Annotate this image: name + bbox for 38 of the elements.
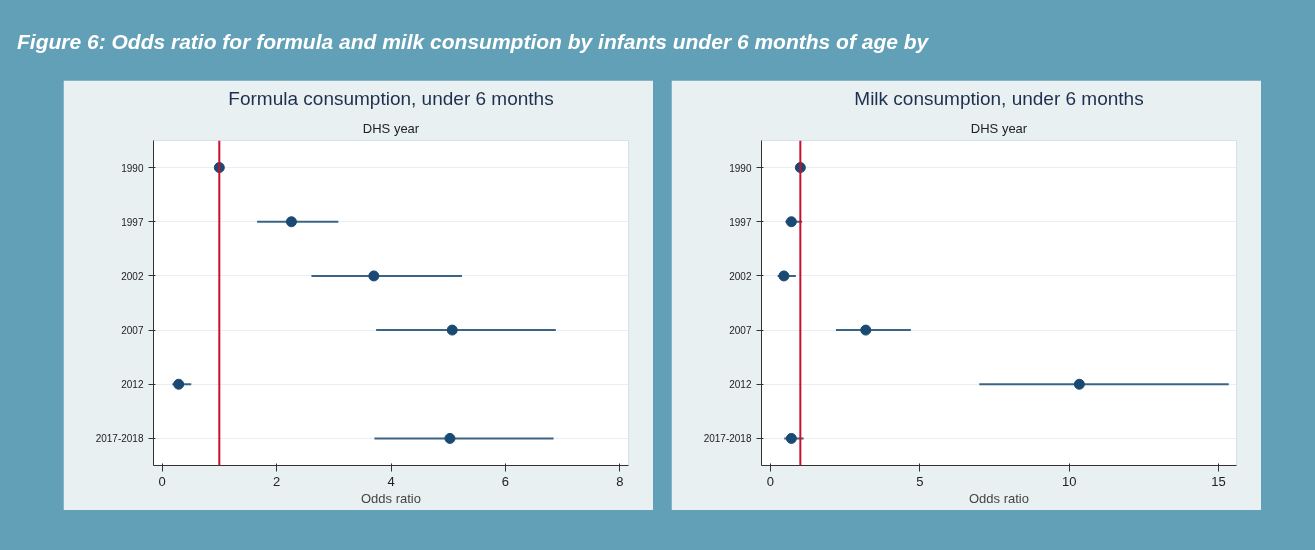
y-tick-label: 1990 [729,162,752,174]
x-tick-label: 0 [766,473,775,489]
point [173,378,185,390]
point [446,324,458,336]
y-tick-label: 2017-2018 [95,433,144,445]
point [285,216,297,228]
y-tick-label: 2007 [729,325,752,337]
y-tick-label: 2002 [729,270,752,282]
point [444,432,456,444]
chart-title: Milk consumption, under 6 months [854,87,1144,109]
x-tick-label: 15 [1211,473,1226,489]
x-tick-label: 8 [616,473,624,489]
x-axis-title: Odds ratio [969,490,1029,506]
x-tick-label: 5 [916,473,924,489]
x-axis-title: Odds ratio [361,490,421,506]
point [368,270,380,282]
x-tick-label: 4 [387,473,395,489]
y-tick-label: 1990 [121,162,144,174]
chart-subtitle: DHS year [970,120,1028,136]
y-tick-label: 2012 [729,379,752,391]
point [785,216,797,228]
x-tick-label: 10 [1061,473,1077,489]
point [778,270,790,282]
point [785,432,797,444]
point [860,324,872,336]
y-tick-label: 2007 [121,325,144,337]
chart-title: Formula consumption, under 6 months [228,87,554,109]
caption: Figure 6: Odds ratio for formula and milk consumption by infants under 6 months of age by [17,29,929,55]
y-tick-label: 1997 [121,216,144,228]
y-tick-label: 2017-2018 [703,433,752,445]
x-tick-label: 0 [158,473,166,489]
y-tick-label: 2002 [121,270,144,282]
point [1073,378,1085,390]
x-tick-label: 2 [272,473,281,489]
y-tick-label: 2012 [121,379,144,391]
chart-subtitle: DHS year [362,120,420,136]
x-tick-label: 6 [501,473,510,489]
y-tick-label: 1997 [729,216,752,228]
